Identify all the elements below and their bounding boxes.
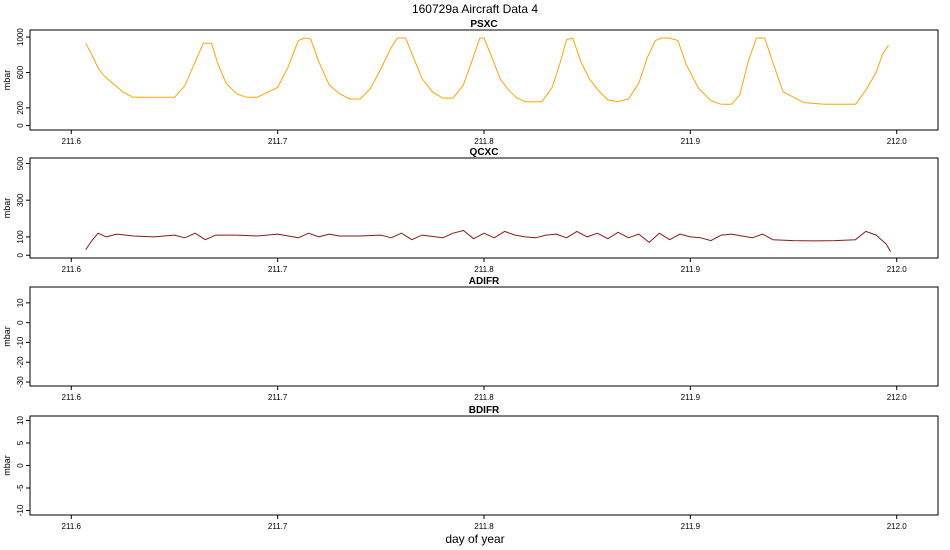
figure-title: 160729a Aircraft Data 4 — [412, 2, 538, 16]
panel-title: BDIFR — [469, 405, 500, 416]
x-tick-label: 211.7 — [268, 522, 288, 531]
plot-frame — [29, 29, 939, 131]
x-tick-label: 212.0 — [887, 137, 908, 146]
x-tick-label: 211.6 — [62, 393, 82, 402]
y-tick-label: 200 — [16, 101, 25, 115]
y-tick-label: 600 — [16, 65, 25, 79]
y-axis-label: mbar — [2, 198, 12, 219]
panel-adifr: ADIFR 211.6 211.7 211.8 211.9 212.0 -30 -20 -10 0… — [2, 276, 939, 402]
x-tick-label: 211.7 — [268, 393, 288, 402]
panel-psxc: PSXC 211.6 211.7 211.8 211.9 212.0 0 200 600 1000… — [2, 19, 939, 146]
y-tick-label: 0 — [16, 320, 25, 325]
panel-qcxc: QCXC 211.6 211.7 211.8 211.9 212.0 0 100 300 500 m… — [2, 147, 939, 274]
panel-title: QCXC — [470, 147, 499, 158]
x-tick-label: 211.6 — [62, 265, 82, 274]
x-tick-label: 211.9 — [681, 265, 701, 274]
y-tick-label: 300 — [16, 193, 25, 207]
panel-title: PSXC — [470, 19, 497, 30]
y-tick-label: 5 — [16, 440, 25, 445]
panel-bdifr: BDIFR 211.6 211.7 211.8 211.9 212.0 -10 -5 0 5 10 m… — [2, 405, 939, 531]
y-tick-label: -30 — [16, 376, 25, 388]
x-tick-label: 211.9 — [681, 522, 701, 531]
x-tick-label: 211.8 — [474, 393, 494, 402]
x-tick-label: 212.0 — [887, 265, 908, 274]
x-tick-label: 211.8 — [474, 522, 494, 531]
x-tick-label: 211.8 — [474, 137, 494, 146]
y-tick-label: 0 — [16, 463, 25, 468]
x-tick-label: 211.9 — [681, 137, 701, 146]
y-tick-label: 100 — [16, 230, 25, 244]
x-tick-label: 212.0 — [887, 393, 908, 402]
y-tick-label: 500 — [16, 156, 25, 170]
x-tick-label: 211.8 — [474, 265, 494, 274]
y-tick-label: 1000 — [16, 28, 25, 46]
y-axis-label: mbar — [2, 70, 12, 91]
y-axis-label: mbar — [2, 455, 12, 476]
x-tick-label: 211.7 — [268, 265, 288, 274]
y-tick-label: 10 — [16, 298, 25, 307]
plot-frame — [29, 286, 939, 387]
panel-title: ADIFR — [469, 276, 500, 287]
y-tick-label: 0 — [16, 252, 25, 257]
series-line-psxc — [85, 37, 889, 105]
plot-frame — [29, 157, 939, 259]
y-axis-label: mbar — [2, 326, 12, 347]
x-tick-label: 211.6 — [62, 522, 82, 531]
x-tick-label: 211.7 — [268, 137, 288, 146]
y-tick-label: -5 — [16, 484, 25, 492]
y-tick-label: -10 — [16, 336, 25, 348]
series-line-qcxc — [85, 230, 891, 252]
y-tick-label: -20 — [16, 356, 25, 368]
x-axis-label: day of year — [445, 532, 504, 546]
plot-frame — [29, 415, 939, 516]
y-tick-label: -10 — [16, 504, 25, 516]
x-tick-label: 211.9 — [681, 393, 701, 402]
x-tick-label: 212.0 — [887, 522, 908, 531]
y-tick-label: 0 — [16, 123, 25, 128]
x-tick-label: 211.6 — [62, 137, 82, 146]
y-tick-label: 10 — [16, 416, 25, 425]
